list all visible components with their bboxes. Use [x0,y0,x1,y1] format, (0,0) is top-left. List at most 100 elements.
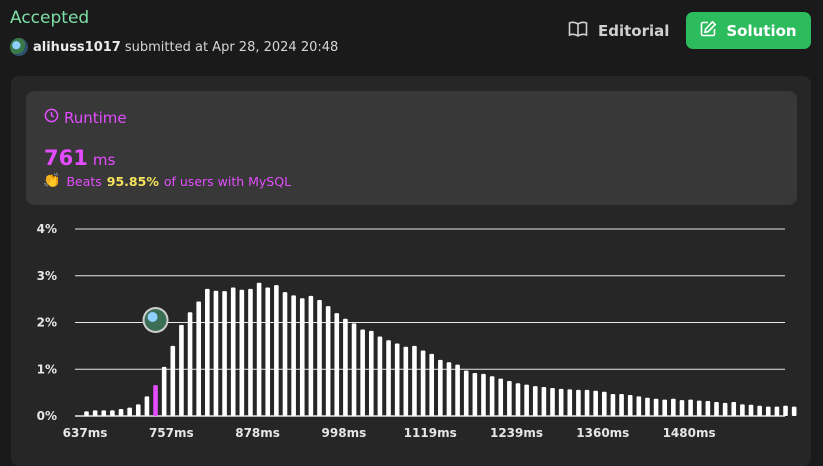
histogram-bar[interactable] [627,394,633,416]
histogram-bar[interactable] [774,406,780,416]
histogram-bar[interactable] [351,323,357,416]
runtime-number: 761 [44,146,88,170]
histogram-bar[interactable] [205,288,210,416]
histogram-bar[interactable] [429,353,434,416]
x-tick-label: 757ms [149,426,194,440]
histogram-bar[interactable] [161,366,167,416]
histogram-bar[interactable] [325,306,331,416]
histogram-bar[interactable] [696,400,702,416]
histogram-bar[interactable] [602,391,607,416]
histogram-bar[interactable] [481,373,486,416]
histogram-bar[interactable] [550,387,555,416]
histogram-bar[interactable] [248,288,253,416]
histogram-bar[interactable] [127,407,132,416]
histogram-bar[interactable] [187,312,193,416]
histogram-bar[interactable] [791,406,797,416]
histogram-bar[interactable] [308,295,314,416]
histogram-bar[interactable] [179,324,184,416]
histogram-bar[interactable] [783,405,788,416]
beats-line: 👏 Beats 95.85% of users with MySQL [43,173,291,189]
histogram-bar[interactable] [299,298,305,416]
histogram-bar[interactable] [714,401,719,416]
histogram-bar[interactable] [576,389,581,416]
histogram-bar-current[interactable] [153,385,158,416]
histogram-bar[interactable] [558,388,564,416]
histogram-bar[interactable] [92,410,98,416]
histogram-bar[interactable] [222,291,227,416]
histogram-bar[interactable] [412,345,417,416]
histogram-bar[interactable] [731,401,737,416]
histogram-bar[interactable] [360,329,365,416]
histogram-bar[interactable] [498,378,504,416]
histogram-bar[interactable] [334,313,340,416]
histogram-bar[interactable] [274,285,279,416]
x-tick-label: 1480ms [663,426,716,440]
histogram-bar[interactable] [463,370,469,416]
histogram-bar[interactable] [438,359,443,416]
histogram-bar[interactable] [532,386,538,416]
histogram-bar[interactable] [386,340,391,416]
histogram-bar[interactable] [765,406,771,416]
histogram-bar[interactable] [757,405,762,416]
histogram-bar[interactable] [740,404,745,416]
histogram-bar[interactable] [368,330,374,416]
username-link[interactable]: alihuss1017 [33,39,121,55]
user-position-marker [142,307,169,333]
histogram-bar[interactable] [282,292,288,416]
avatar-marker-detail [147,312,158,322]
histogram-bar[interactable] [135,404,141,416]
histogram-bar[interactable] [679,400,685,416]
histogram-bar[interactable] [705,401,711,416]
histogram-bar[interactable] [567,389,573,416]
histogram-bar[interactable] [541,387,547,416]
histogram-bar[interactable] [688,399,693,416]
histogram-bar[interactable] [101,410,107,416]
user-avatar[interactable] [10,38,28,56]
histogram-bar[interactable] [256,282,262,416]
histogram-bar[interactable] [515,383,521,416]
solution-button[interactable]: Solution [686,12,811,49]
histogram-bar[interactable] [472,372,478,416]
histogram-bar[interactable] [144,396,150,416]
histogram-bar[interactable] [394,343,400,416]
histogram-bar[interactable] [610,394,616,416]
histogram-bar[interactable] [110,410,115,416]
histogram-bar[interactable] [265,287,271,416]
histogram-bar[interactable] [377,336,383,416]
histogram-bar[interactable] [645,397,650,416]
histogram-bar[interactable] [722,402,728,416]
histogram-bar[interactable] [662,399,668,416]
histogram-bar[interactable] [593,390,598,416]
histogram-bar[interactable] [524,384,529,416]
runtime-card[interactable]: Runtime 761 ms 👏 Beats 95.85% of users wi… [26,91,797,205]
histogram-bar[interactable] [343,318,348,416]
submission-meta: alihuss1017 submitted at Apr 28, 2024 20… [10,38,338,56]
x-tick-label: 1119ms [404,426,457,440]
y-tick-label: 2% [37,316,57,330]
editorial-button[interactable]: Editorial [560,12,677,50]
histogram-bar[interactable] [118,408,124,416]
histogram-bar[interactable] [230,287,236,416]
histogram-bar[interactable] [317,300,322,416]
histogram-bar[interactable] [584,389,590,416]
runtime-distribution-chart[interactable]: 0% 1% 2% 3% 4% 637ms 757ms 878ms 998ms 1119ms 123… [0,0,823,454]
histogram-bar[interactable] [653,398,659,416]
histogram-bar[interactable] [213,290,219,416]
histogram-bar[interactable] [671,398,676,416]
histogram-bar[interactable] [170,345,176,416]
histogram-bar[interactable] [196,301,201,416]
histogram-bar[interactable] [748,404,754,416]
histogram-bar[interactable] [455,364,460,416]
histogram-bar[interactable] [84,411,89,416]
histogram-bar[interactable] [291,295,296,416]
y-tick-label: 3% [37,269,57,283]
histogram-bar[interactable] [507,380,512,416]
histogram-bar[interactable] [619,394,624,416]
histogram-bar[interactable] [446,362,452,416]
y-tick-label: 0% [37,409,57,423]
histogram-bar[interactable] [420,350,426,416]
histogram-bar[interactable] [403,346,409,416]
histogram-bar[interactable] [489,376,495,416]
histogram-bar[interactable] [636,396,642,416]
histogram-bar[interactable] [239,289,245,416]
